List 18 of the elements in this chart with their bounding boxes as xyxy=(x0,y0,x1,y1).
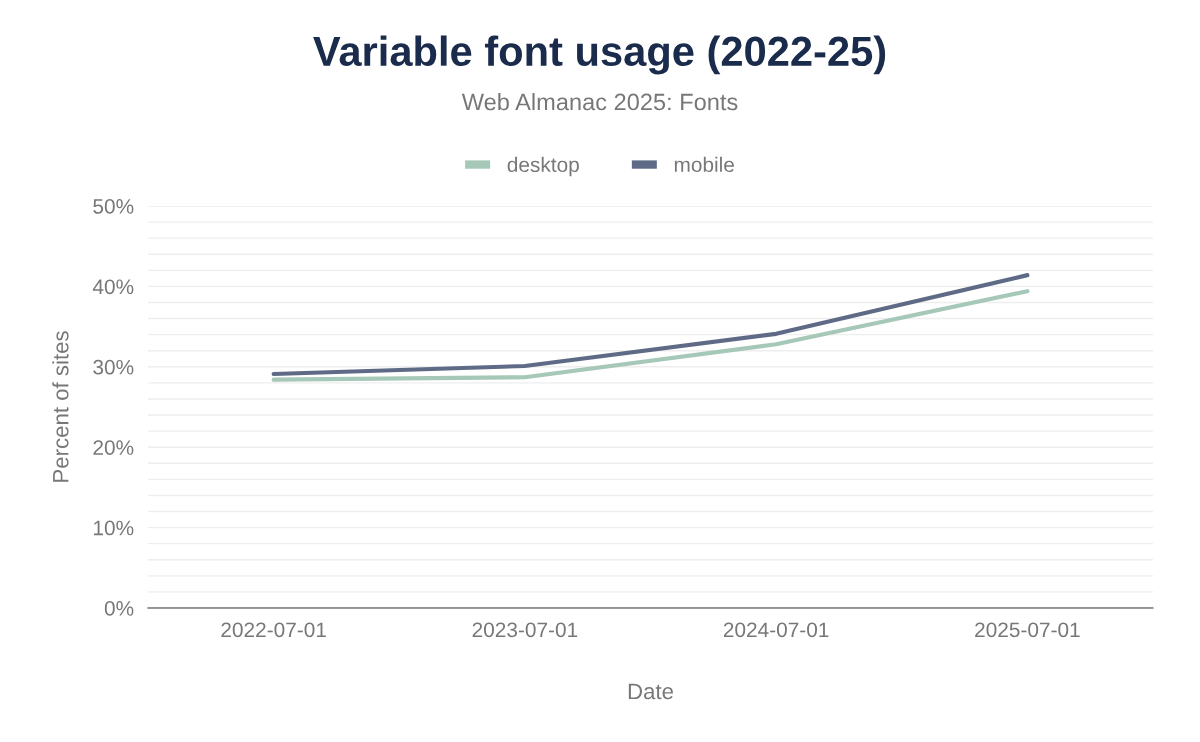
chart-title: Variable font usage (2022-25) xyxy=(313,35,886,75)
line-series xyxy=(271,289,1030,382)
x-tick-label: 2024-07-01 xyxy=(723,622,829,638)
y-tick-label: 30% xyxy=(93,359,134,375)
y-tick-label: 20% xyxy=(93,440,134,455)
y-axis-title: Percent of sites xyxy=(52,331,69,482)
y-tick-label: 0% xyxy=(104,601,134,616)
chart-subtitle: Web Almanac 2025: Fonts xyxy=(461,93,738,111)
y-tick-label: 10% xyxy=(94,520,134,536)
x-tick-label: 2022-07-01 xyxy=(221,622,326,638)
x-tick-label: 2023-07-01 xyxy=(472,622,578,638)
legend-label: mobile xyxy=(674,156,734,173)
x-tick-label: 2025-07-01 xyxy=(975,622,1080,638)
y-tick-label: 50% xyxy=(93,199,134,214)
x-axis-title: Date xyxy=(628,683,673,700)
line-series xyxy=(271,273,1030,377)
legend-label: desktop xyxy=(507,156,579,177)
y-tick-label: 40% xyxy=(92,279,134,295)
